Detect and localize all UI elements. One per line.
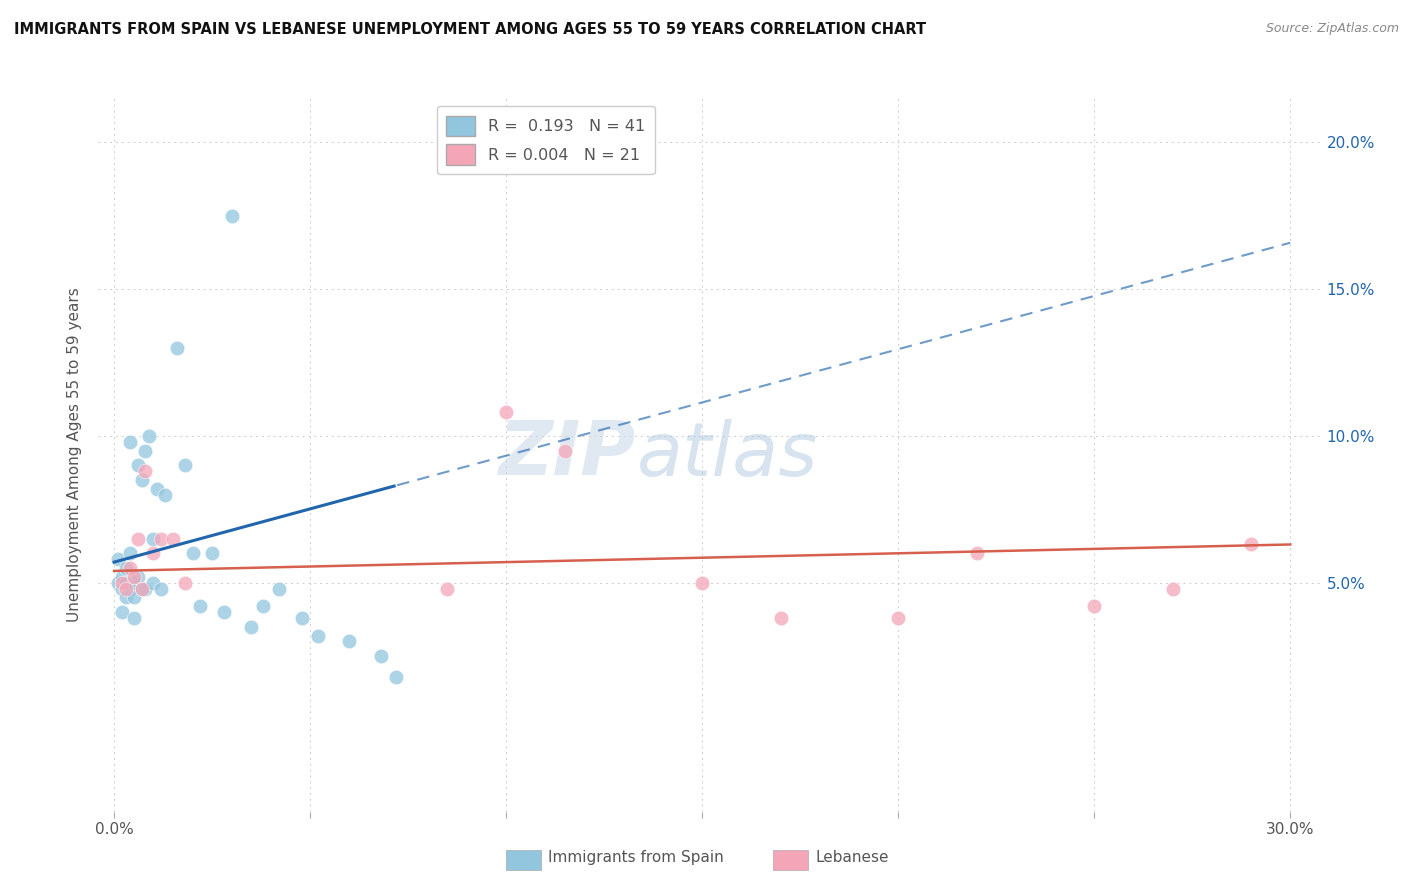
Point xyxy=(1083,599,1105,614)
Point xyxy=(127,458,149,473)
Point xyxy=(111,575,134,590)
Point xyxy=(122,611,145,625)
Point xyxy=(107,552,129,566)
Point xyxy=(134,443,156,458)
Point xyxy=(131,582,153,596)
Point xyxy=(769,611,792,625)
Text: Source: ZipAtlas.com: Source: ZipAtlas.com xyxy=(1265,22,1399,36)
Point xyxy=(111,570,134,584)
Point xyxy=(252,599,274,614)
Point xyxy=(1161,582,1184,596)
Point xyxy=(127,532,149,546)
Point xyxy=(966,546,988,560)
Legend: R =  0.193   N = 41, R = 0.004   N = 21: R = 0.193 N = 41, R = 0.004 N = 21 xyxy=(437,106,655,174)
Point xyxy=(111,582,134,596)
Point xyxy=(173,458,195,473)
Point xyxy=(122,570,145,584)
Point xyxy=(554,443,576,458)
Point xyxy=(138,429,160,443)
Point xyxy=(115,575,138,590)
Point xyxy=(131,582,153,596)
Point xyxy=(142,532,165,546)
Point xyxy=(142,575,165,590)
Point xyxy=(436,582,458,596)
Point xyxy=(118,546,141,560)
Point xyxy=(166,341,188,355)
Point xyxy=(162,532,184,546)
Point xyxy=(111,605,134,619)
Point xyxy=(690,575,713,590)
Point xyxy=(385,670,408,684)
Text: atlas: atlas xyxy=(637,419,818,491)
Point xyxy=(150,532,173,546)
Point xyxy=(127,570,149,584)
Point xyxy=(212,605,235,619)
Point xyxy=(201,546,224,560)
Point xyxy=(307,628,329,642)
Point xyxy=(370,649,392,664)
Point xyxy=(188,599,212,614)
Text: Immigrants from Spain: Immigrants from Spain xyxy=(548,850,724,865)
Point xyxy=(107,575,129,590)
Point xyxy=(134,464,156,478)
Point xyxy=(115,561,138,575)
Point xyxy=(267,582,290,596)
Point xyxy=(1240,537,1263,551)
Point xyxy=(495,405,517,419)
Point xyxy=(240,620,263,634)
Point xyxy=(118,434,141,449)
Text: ZIP: ZIP xyxy=(499,418,637,491)
Point xyxy=(153,487,176,501)
Point xyxy=(115,591,138,605)
Text: IMMIGRANTS FROM SPAIN VS LEBANESE UNEMPLOYMENT AMONG AGES 55 TO 59 YEARS CORRELA: IMMIGRANTS FROM SPAIN VS LEBANESE UNEMPL… xyxy=(14,22,927,37)
Point xyxy=(173,575,195,590)
Point xyxy=(337,634,360,648)
Point xyxy=(887,611,910,625)
Point xyxy=(122,591,145,605)
Point xyxy=(146,482,169,496)
Point xyxy=(122,575,145,590)
Point xyxy=(291,611,314,625)
Point xyxy=(142,546,165,560)
Point xyxy=(131,473,153,487)
Y-axis label: Unemployment Among Ages 55 to 59 years: Unemployment Among Ages 55 to 59 years xyxy=(67,287,83,623)
Point xyxy=(181,546,204,560)
Point xyxy=(134,582,156,596)
Point xyxy=(115,582,138,596)
Point xyxy=(150,582,173,596)
Text: Lebanese: Lebanese xyxy=(815,850,889,865)
Point xyxy=(118,582,141,596)
Point xyxy=(221,209,243,223)
Point xyxy=(118,561,141,575)
